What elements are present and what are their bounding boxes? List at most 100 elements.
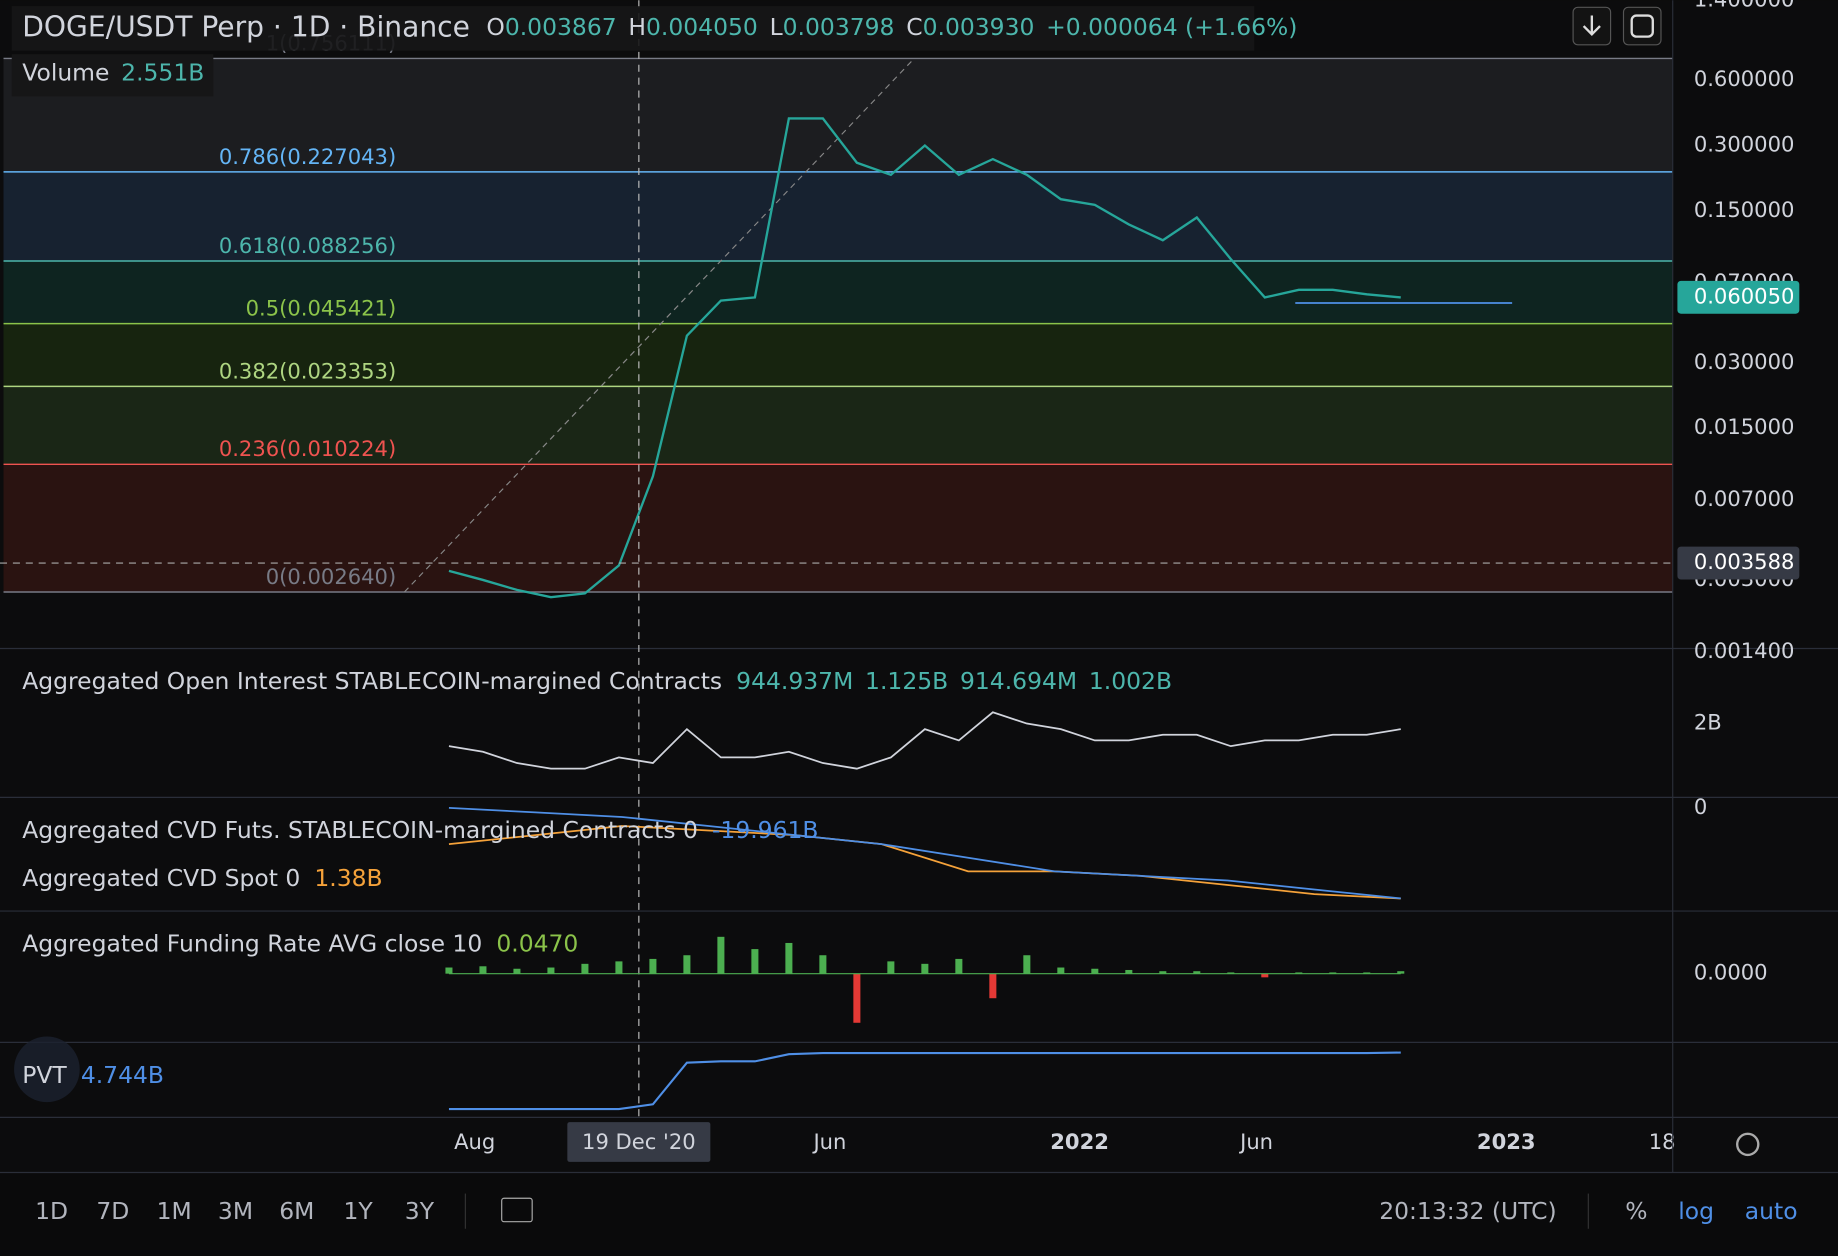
symbol: DOGE/USDT Perp · 1D · Binance <box>22 10 470 43</box>
funding-bar <box>1329 972 1337 974</box>
range-button[interactable]: 3Y <box>405 1197 435 1225</box>
pane-value: 4.744B <box>81 1061 164 1089</box>
funding-bar <box>921 963 929 974</box>
pvt-line <box>448 1051 1401 1111</box>
time-label: 19 Dec '20 <box>582 1129 696 1154</box>
fib-bands <box>3 58 1673 592</box>
fullscreen-icon <box>1630 14 1654 38</box>
funding-bar <box>513 968 521 974</box>
funding-bar <box>887 961 895 974</box>
range-button[interactable]: 1Y <box>343 1197 373 1225</box>
pane-value: 1.125B <box>865 667 948 695</box>
price-line <box>448 117 1401 599</box>
pvt-icon <box>14 1036 80 1103</box>
oi-line <box>448 711 1401 770</box>
funding-bar <box>1057 967 1065 974</box>
fib-label: 0.618(0.088256) <box>219 233 396 258</box>
settings-icon[interactable] <box>1736 1132 1760 1157</box>
price-tick-label: 0.300000 <box>1694 132 1795 157</box>
fib-band <box>3 260 1673 324</box>
change: +0.000064 (+1.66%) <box>1046 13 1297 41</box>
price-tick-label: 0.015000 <box>1694 414 1795 439</box>
funding-bar <box>1397 971 1405 974</box>
funding-bar <box>717 936 725 974</box>
time-label: 18 <box>1649 1129 1676 1154</box>
fib-label: 0.236(0.010224) <box>219 436 396 461</box>
cvd-tick-label: 0 <box>1694 794 1707 819</box>
time-label: Jun <box>811 1129 846 1154</box>
price-tick-label: 0.030000 <box>1694 349 1795 374</box>
ohlc-key: L <box>770 13 783 41</box>
ohlc-value: 0.004050 <box>646 13 758 41</box>
funding-bar <box>785 942 793 974</box>
fib-band <box>3 58 1673 172</box>
range-button[interactable]: 1D <box>35 1197 68 1225</box>
funding-bar <box>1261 973 1269 978</box>
download-icon <box>1582 15 1601 36</box>
ohlc-key: O <box>486 13 504 41</box>
volume-value: 2.551B <box>121 59 204 87</box>
funding-bar <box>1125 969 1133 974</box>
ohlc-key: C <box>906 13 922 41</box>
cvd-spot-line <box>448 825 1401 900</box>
price-tick-label: 0.001400 <box>1694 638 1795 663</box>
pane-value: -19.961B <box>712 816 819 844</box>
scale-option[interactable]: auto <box>1745 1197 1798 1225</box>
time-label: Aug <box>454 1129 495 1154</box>
oi-tick-label: 2B <box>1694 710 1722 735</box>
range-button[interactable]: 6M <box>279 1197 314 1225</box>
pane-value: 1.38B <box>314 864 382 892</box>
pane-value: 1.002B <box>1089 667 1172 695</box>
range-button[interactable]: 1M <box>157 1197 192 1225</box>
pane-title: PVT <box>22 1061 67 1089</box>
crosshair-date-badge <box>567 1122 711 1162</box>
funding-bar <box>1295 972 1303 974</box>
pane-value: 944.937M <box>736 667 853 695</box>
fullscreen-button[interactable] <box>1622 6 1662 46</box>
funding-bar <box>751 949 759 974</box>
funding-bar <box>649 958 657 974</box>
pane-value: 0.0470 <box>496 930 578 958</box>
time-label: 2022 <box>1050 1129 1109 1154</box>
volume-label: Volume <box>22 59 109 87</box>
funding-bar <box>1091 968 1099 974</box>
funding-bar <box>479 966 487 974</box>
fib-label: 0.5(0.045421) <box>246 296 397 321</box>
crosshair-value: 0.003588 <box>1694 549 1795 574</box>
ohlc-value: 0.003798 <box>783 13 895 41</box>
pane-title: Aggregated CVD Spot 0 <box>22 864 300 892</box>
price-tick-label: 0.600000 <box>1694 66 1795 91</box>
date-range-icon[interactable] <box>501 1197 533 1223</box>
fib-band <box>3 464 1673 592</box>
range-button[interactable]: 3M <box>218 1197 253 1225</box>
funding-bar <box>853 973 861 1023</box>
fib-band <box>3 386 1673 465</box>
funding-bar <box>989 973 997 999</box>
funding-tick-label: 0.0000 <box>1694 960 1768 985</box>
scale-option[interactable]: log <box>1678 1197 1714 1225</box>
fib-band <box>3 171 1673 261</box>
chart-body: 1(0.756111)0.786(0.227043)0.618(0.088256… <box>0 0 1838 1225</box>
range-button[interactable]: 7D <box>96 1197 129 1225</box>
pane-title: Aggregated CVD Futs. STABLECOIN-margined… <box>22 816 698 844</box>
price-tick-label: 1.400000 <box>1694 0 1795 11</box>
funding-bar <box>581 963 589 974</box>
crosshair-badge <box>1677 546 1800 580</box>
funding-bar <box>1227 972 1235 974</box>
pane-title: Aggregated Open Interest STABLECOIN-marg… <box>22 667 722 695</box>
time-label: Jun <box>1238 1129 1273 1154</box>
funding-bar <box>683 955 691 974</box>
fib-band <box>3 323 1673 387</box>
funding-bar <box>955 958 963 974</box>
last-price-badge <box>1677 280 1800 314</box>
funding-bar <box>1159 971 1167 974</box>
funding-bar <box>547 967 555 974</box>
fib-label: 0.786(0.227043) <box>219 144 396 169</box>
time-label: 2023 <box>1477 1129 1536 1154</box>
scale-option[interactable]: % <box>1625 1197 1647 1225</box>
pane-title: Aggregated Funding Rate AVG close 10 <box>22 930 482 958</box>
cvd-futures-line <box>448 807 1401 900</box>
ohlc-value: 0.003930 <box>923 13 1035 41</box>
